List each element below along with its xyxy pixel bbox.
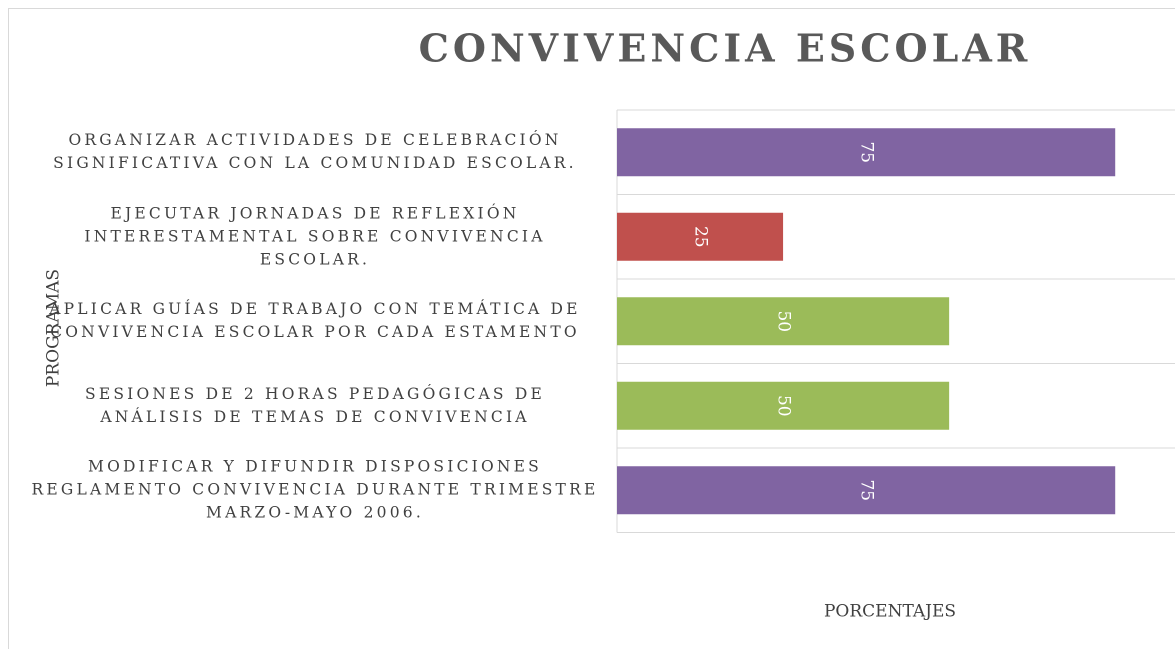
- y-tick-label: MODIFICAR Y DIFUNDIR DISPOSICIONES REGLA…: [31, 457, 599, 522]
- value-label: 75: [857, 479, 877, 501]
- chart-title: CONVIVENCIA ESCOLAR: [419, 26, 1032, 71]
- value-label: 50: [774, 310, 794, 332]
- bar: [617, 128, 1116, 177]
- y-tick-label: SESIONES DE 2 HORAS PEDAGÓGICAS DE ANÁLI…: [85, 384, 545, 426]
- bar: [617, 466, 1116, 515]
- bar: [617, 381, 950, 430]
- value-label: 50: [774, 395, 794, 417]
- y-tick-label: APLICAR GUÍAS DE TRABAJO CON TEMÁTICA DE…: [49, 300, 581, 342]
- y-tick-label: ORGANIZAR ACTIVIDADES DE CELEBRACIÓN SIG…: [53, 131, 577, 173]
- y-tick-label: EJECUTAR JORNADAS DE REFLEXIÓN INTERESTA…: [84, 204, 546, 269]
- value-label: 25: [691, 226, 711, 248]
- y-axis-title: PROGRAMAS: [44, 269, 64, 387]
- chart-frame: [8, 8, 1175, 649]
- bar: [617, 297, 950, 346]
- value-label: 75: [857, 141, 877, 163]
- bar: [617, 212, 784, 261]
- x-axis-title: PORCENTAJES: [824, 602, 956, 622]
